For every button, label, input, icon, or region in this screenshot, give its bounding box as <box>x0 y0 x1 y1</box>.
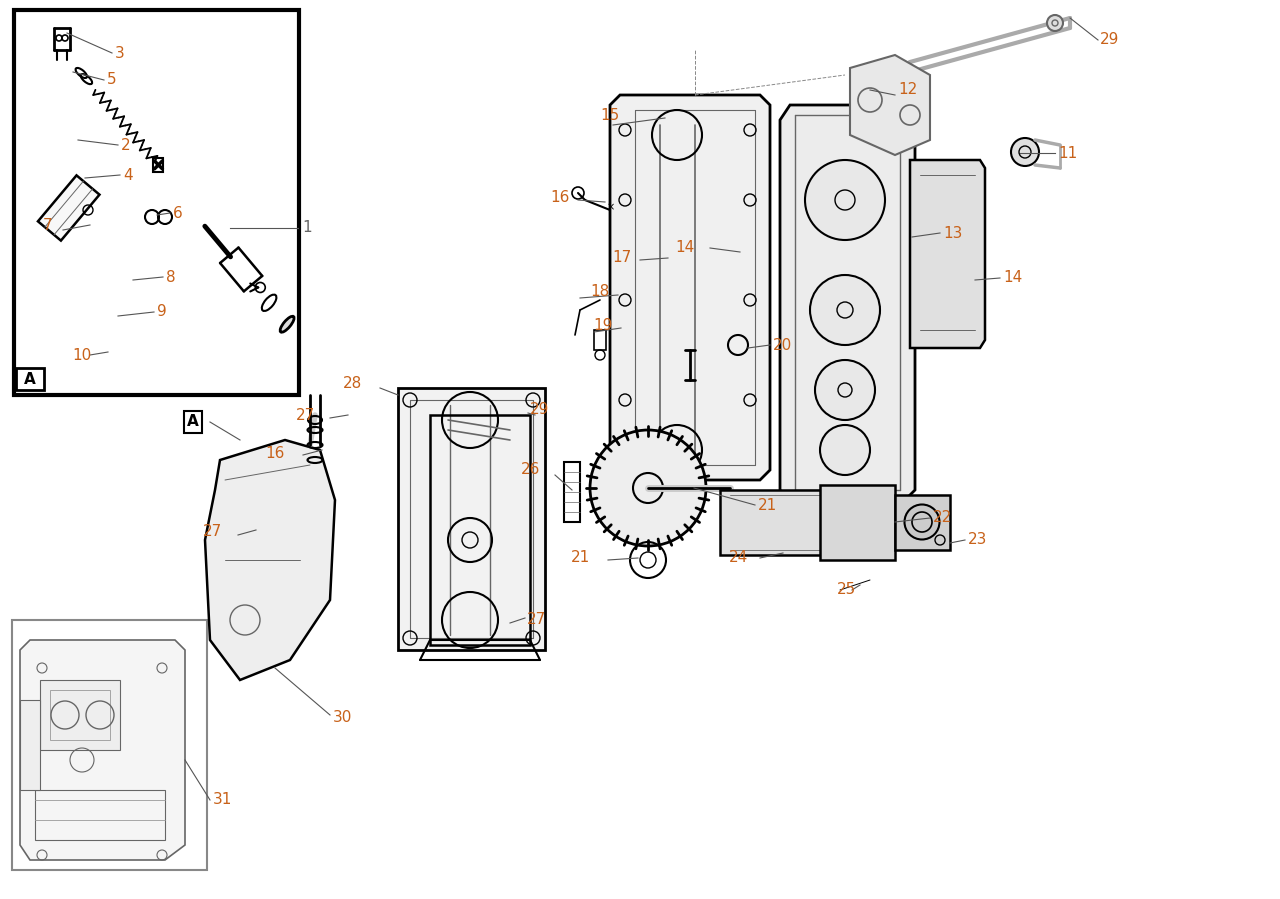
Text: 3: 3 <box>115 46 124 60</box>
Text: 12: 12 <box>899 83 918 97</box>
Bar <box>14 10 300 395</box>
Text: 19: 19 <box>594 317 613 333</box>
Text: 17: 17 <box>613 251 632 265</box>
Polygon shape <box>398 388 545 650</box>
Text: 21: 21 <box>571 550 590 565</box>
Circle shape <box>810 275 881 345</box>
Ellipse shape <box>905 504 940 539</box>
Circle shape <box>911 512 932 532</box>
Text: 20: 20 <box>773 337 792 352</box>
Bar <box>15 368 44 390</box>
Circle shape <box>1011 138 1039 166</box>
Text: 6: 6 <box>173 206 183 220</box>
Text: 11: 11 <box>1059 146 1078 161</box>
Text: A: A <box>24 371 36 387</box>
Text: 14: 14 <box>676 241 695 255</box>
Ellipse shape <box>280 316 294 333</box>
Text: 29: 29 <box>1100 32 1120 48</box>
Text: 7: 7 <box>42 218 52 233</box>
Text: 15: 15 <box>600 108 620 122</box>
Bar <box>594 330 605 350</box>
Text: 14: 14 <box>1004 271 1023 286</box>
Polygon shape <box>850 55 931 155</box>
Text: 24: 24 <box>728 550 748 565</box>
Bar <box>50 690 110 740</box>
Text: 5: 5 <box>108 73 116 87</box>
Text: 30: 30 <box>333 710 352 725</box>
Text: 13: 13 <box>943 226 963 241</box>
Text: 16: 16 <box>550 190 570 204</box>
Circle shape <box>590 430 707 546</box>
Text: A: A <box>187 414 198 430</box>
Text: 29: 29 <box>530 403 549 417</box>
Polygon shape <box>205 440 335 680</box>
Polygon shape <box>38 175 100 241</box>
Bar <box>154 158 164 172</box>
Text: 22: 22 <box>933 511 952 526</box>
Polygon shape <box>20 640 186 860</box>
Text: 27: 27 <box>296 408 315 423</box>
Text: 31: 31 <box>212 793 233 807</box>
Text: 28: 28 <box>343 376 362 390</box>
Polygon shape <box>780 105 915 500</box>
Polygon shape <box>910 160 986 348</box>
Bar <box>895 495 950 550</box>
Text: 21: 21 <box>758 497 777 512</box>
Bar <box>12 620 207 870</box>
Circle shape <box>815 360 876 420</box>
Text: 4: 4 <box>123 167 133 182</box>
Text: 9: 9 <box>157 305 166 319</box>
Text: 1: 1 <box>302 220 311 236</box>
Text: 2: 2 <box>122 138 131 153</box>
Text: 18: 18 <box>591 284 611 299</box>
Bar <box>20 700 40 790</box>
Text: 16: 16 <box>266 446 285 460</box>
Polygon shape <box>611 95 771 480</box>
Text: ×: × <box>607 202 616 212</box>
Text: 25: 25 <box>837 583 856 598</box>
Bar <box>820 485 895 560</box>
Circle shape <box>805 160 884 240</box>
Circle shape <box>1047 15 1062 31</box>
Text: 23: 23 <box>968 532 987 547</box>
Bar <box>40 680 120 750</box>
Circle shape <box>820 425 870 475</box>
Text: 27: 27 <box>527 612 547 628</box>
Text: 26: 26 <box>521 462 540 477</box>
Text: 10: 10 <box>72 348 91 362</box>
Bar <box>564 462 580 522</box>
Text: 8: 8 <box>166 270 175 284</box>
Text: 27: 27 <box>202 524 221 539</box>
Bar <box>35 790 165 840</box>
Bar <box>719 490 840 555</box>
